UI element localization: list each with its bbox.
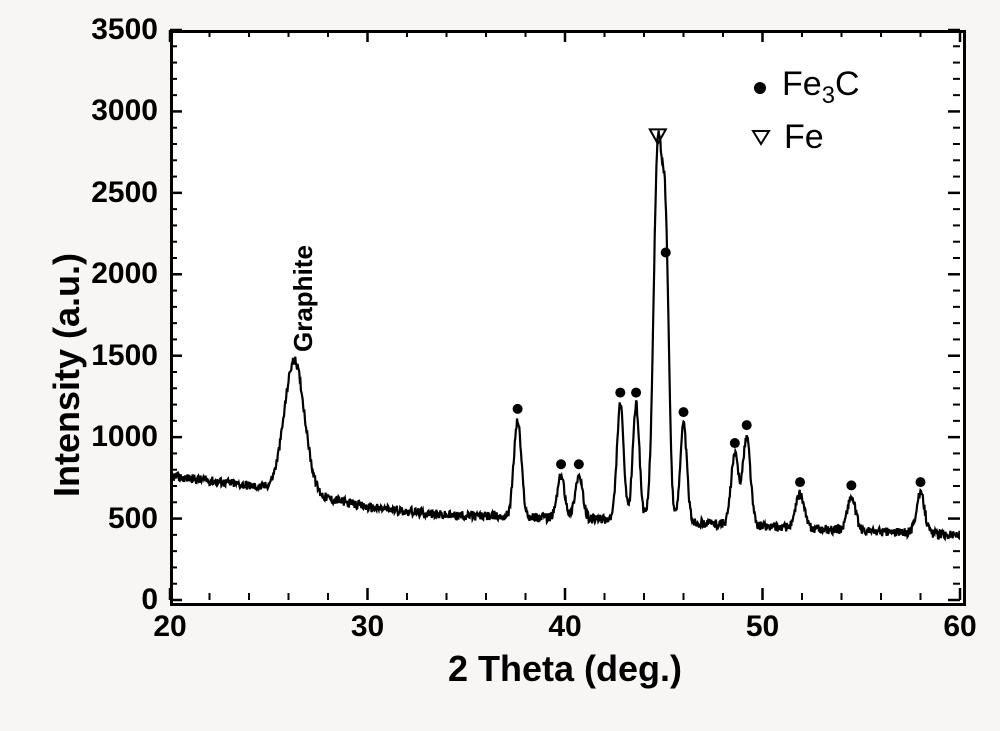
y-tick-label: 1000 bbox=[91, 420, 158, 454]
y-tick-label: 2500 bbox=[91, 176, 158, 210]
y-tick-label: 3500 bbox=[91, 13, 158, 47]
dot-icon bbox=[750, 68, 770, 107]
x-tick-label: 40 bbox=[548, 610, 581, 644]
x-tick-label: 60 bbox=[943, 610, 976, 644]
y-tick-label: 0 bbox=[141, 583, 158, 617]
y-tick-label: 500 bbox=[108, 502, 158, 536]
x-axis-label: 2 Theta (deg.) bbox=[448, 648, 682, 690]
y-tick-label: 3000 bbox=[91, 94, 158, 128]
x-tick-label: 20 bbox=[153, 610, 186, 644]
legend-item-fe: Fe bbox=[750, 118, 860, 157]
legend: Fe3C Fe bbox=[750, 65, 860, 165]
graphite-annotation: Graphite bbox=[288, 246, 319, 353]
legend-item-fe3c: Fe3C bbox=[750, 65, 860, 110]
x-tick-label: 50 bbox=[746, 610, 779, 644]
legend-label-fe3c: Fe3C bbox=[782, 65, 860, 110]
y-axis-label: Intensity (a.u.) bbox=[46, 253, 88, 497]
xrd-figure: Intensity (a.u.) 2 Theta (deg.) Fe3C Fe … bbox=[0, 0, 1000, 731]
x-tick-label: 30 bbox=[351, 610, 384, 644]
y-tick-label: 1500 bbox=[91, 339, 158, 373]
triangle-icon bbox=[750, 118, 772, 157]
legend-label-fe: Fe bbox=[784, 118, 824, 157]
y-tick-label: 2000 bbox=[91, 257, 158, 291]
